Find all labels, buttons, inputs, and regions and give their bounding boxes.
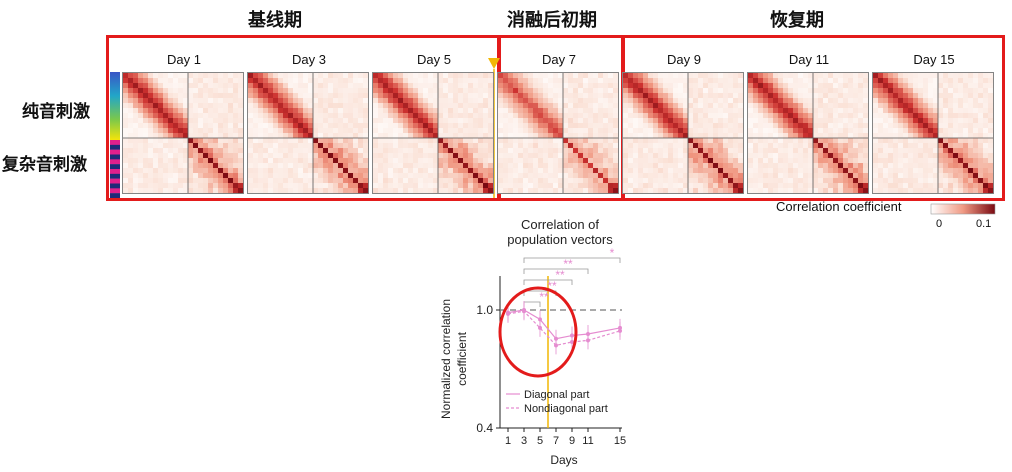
complex-sound-strip	[110, 140, 120, 198]
correlation-matrix	[122, 72, 244, 194]
chart-title-line-2: population vectors	[507, 232, 613, 247]
legend-label: Nondiagonal part	[524, 403, 608, 415]
significance-stars: **	[563, 257, 573, 271]
day-label: Day 11	[788, 52, 830, 67]
data-point	[538, 325, 542, 330]
data-point	[570, 339, 574, 344]
data-point	[522, 309, 526, 314]
x-tick-label: 7	[553, 435, 559, 447]
x-tick-label: 3	[521, 435, 527, 447]
legend-label: Diagonal part	[524, 389, 589, 401]
series-line	[507, 309, 621, 340]
y-tick-label: 1.0	[476, 303, 493, 317]
colorbar-label: Correlation coefficient	[776, 199, 902, 214]
significance-bracket	[523, 301, 541, 307]
significance-bracket	[523, 279, 573, 285]
highlight-ellipse	[498, 286, 578, 378]
correlation-matrix	[622, 72, 744, 194]
phase-title-recovery: 恢复期	[770, 10, 824, 31]
significance-stars: **	[539, 290, 549, 304]
correlation-matrix	[747, 72, 869, 194]
day-label: Day 5	[417, 52, 451, 67]
chart-title-line-1: Correlation of	[521, 217, 599, 232]
data-point	[506, 311, 510, 316]
y-axis-label-line-1: Normalized correlation	[439, 299, 453, 419]
colorbar-tick-min: 0	[936, 218, 943, 230]
x-tick-label: 9	[569, 435, 575, 447]
correlation-matrix	[497, 72, 619, 194]
x-tick-label: 1	[505, 435, 511, 447]
correlation-matrix	[872, 72, 994, 194]
x-tick-label: 11	[582, 435, 593, 447]
phase-title-post-ablation: 消融后初期	[507, 10, 597, 31]
data-point	[586, 338, 590, 343]
ablation-marker-triangle	[488, 58, 500, 69]
y-tick-label: 0.4	[476, 421, 493, 435]
significance-stars: **	[547, 279, 557, 293]
day-label: Day 15	[913, 52, 955, 67]
row-label-pure-tone: 纯音刺激	[22, 102, 90, 122]
day-label: Day 7	[542, 52, 576, 67]
row-label-complex-sound: 复杂音刺激	[2, 155, 87, 175]
significance-stars: **	[555, 268, 565, 282]
x-tick-label: 5	[537, 435, 543, 447]
day-label: Day 9	[667, 52, 701, 67]
colorbar-tick-max: 0.1	[976, 218, 992, 230]
stimulus-color-strip	[110, 72, 120, 198]
x-axis-label: Days	[550, 453, 577, 467]
ablation-marker	[488, 58, 500, 198]
colorbar	[930, 203, 996, 215]
phase-title-baseline: 基线期	[248, 10, 302, 31]
significance-stars: *	[610, 246, 615, 260]
data-point	[618, 328, 622, 333]
x-tick-label: 15	[614, 435, 626, 447]
significance-bracket	[523, 257, 621, 263]
correlation-matrix	[372, 72, 494, 194]
y-axis-label-line-2: coefficient	[455, 331, 469, 385]
day-label: Day 3	[292, 52, 326, 67]
significance-bracket	[523, 268, 589, 274]
series-line	[507, 310, 621, 346]
correlation-matrix	[247, 72, 369, 194]
pure-tone-strip	[110, 72, 120, 140]
day-label: Day 1	[167, 52, 201, 67]
data-point	[554, 343, 558, 348]
